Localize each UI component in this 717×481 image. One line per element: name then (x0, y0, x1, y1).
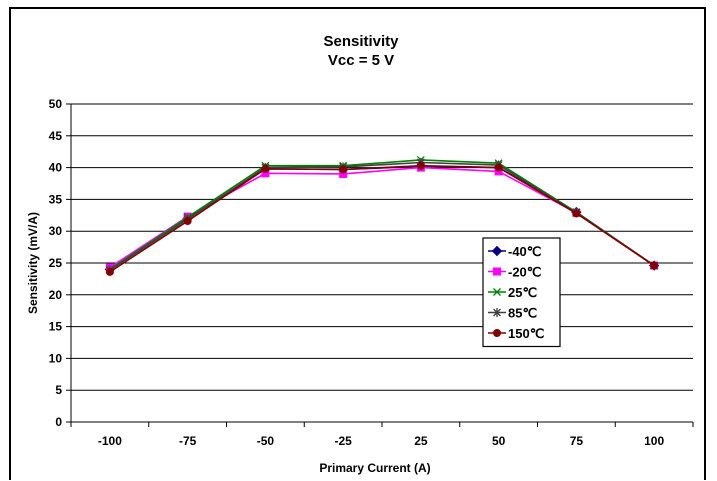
y-tick-labels: 0 5 10 15 20 25 30 35 40 45 50 (49, 97, 63, 429)
x-tick-label: -50 (257, 434, 275, 448)
y-tick-label: 15 (49, 320, 63, 334)
x-tick-label: 75 (570, 434, 584, 448)
data-point (572, 209, 581, 218)
legend-swatch-marker (493, 329, 501, 337)
y-tick-label: 5 (55, 383, 62, 397)
chart-subtitle: Vcc = 5 V (328, 52, 394, 69)
axes (66, 103, 694, 427)
chart-title: Sensitivity (323, 33, 399, 50)
y-tick-label: 40 (49, 161, 63, 175)
legend-label: 150℃ (508, 326, 544, 341)
legend-swatch-marker (493, 288, 501, 296)
legend: -40℃ -20℃ 25℃ 85℃ 150℃ (482, 237, 561, 348)
y-tick-label: 20 (49, 288, 63, 302)
series-line-3 (109, 161, 655, 271)
series-4 (105, 161, 659, 276)
x-tick-label: 25 (414, 434, 428, 448)
legend-label: -20℃ (508, 265, 541, 280)
y-tick-label: 45 (49, 129, 63, 143)
series-line-4 (109, 164, 655, 273)
legend-item: -40℃ (488, 244, 541, 259)
y-tick-label: 0 (55, 415, 62, 429)
x-tick-label: -100 (98, 434, 122, 448)
x-tick-labels: -100 -75 -50 -25 25 50 75 100 (98, 434, 665, 448)
y-tick-label: 10 (49, 351, 63, 365)
data-point (105, 267, 114, 276)
legend-item: -20℃ (488, 265, 541, 280)
y-tick-label: 35 (49, 192, 63, 206)
y-tick-label: 30 (49, 224, 63, 238)
legend-swatch-marker (491, 245, 503, 257)
legend-item: 150℃ (488, 326, 544, 341)
legend-item: 25℃ (488, 285, 537, 300)
legend-item: 85℃ (488, 306, 537, 321)
data-point (339, 165, 348, 174)
legend-label: 85℃ (508, 306, 537, 321)
grid-lines (71, 103, 693, 391)
y-tick-label: 50 (49, 97, 63, 111)
marker-stroke (493, 288, 501, 296)
y-tick-label: 25 (49, 256, 63, 270)
data-point (650, 261, 659, 270)
x-tick-label: -25 (334, 434, 352, 448)
legend-label: 25℃ (508, 285, 537, 300)
legend-label: -40℃ (508, 244, 541, 259)
x-axis-label: Primary Current (A) (319, 461, 430, 475)
data-point (183, 217, 192, 226)
x-tick-label: -75 (179, 434, 197, 448)
y-axis-label: Sensitivity (mV/A) (26, 212, 40, 314)
data-point (261, 164, 270, 173)
data-point (494, 163, 503, 172)
x-tick-label: 50 (492, 434, 506, 448)
series-group (104, 156, 660, 276)
legend-swatch-marker (493, 267, 501, 276)
legend-swatch-marker (493, 308, 501, 317)
chart-frame (9, 7, 706, 480)
x-tick-label: 100 (644, 434, 664, 448)
data-point (416, 161, 425, 170)
